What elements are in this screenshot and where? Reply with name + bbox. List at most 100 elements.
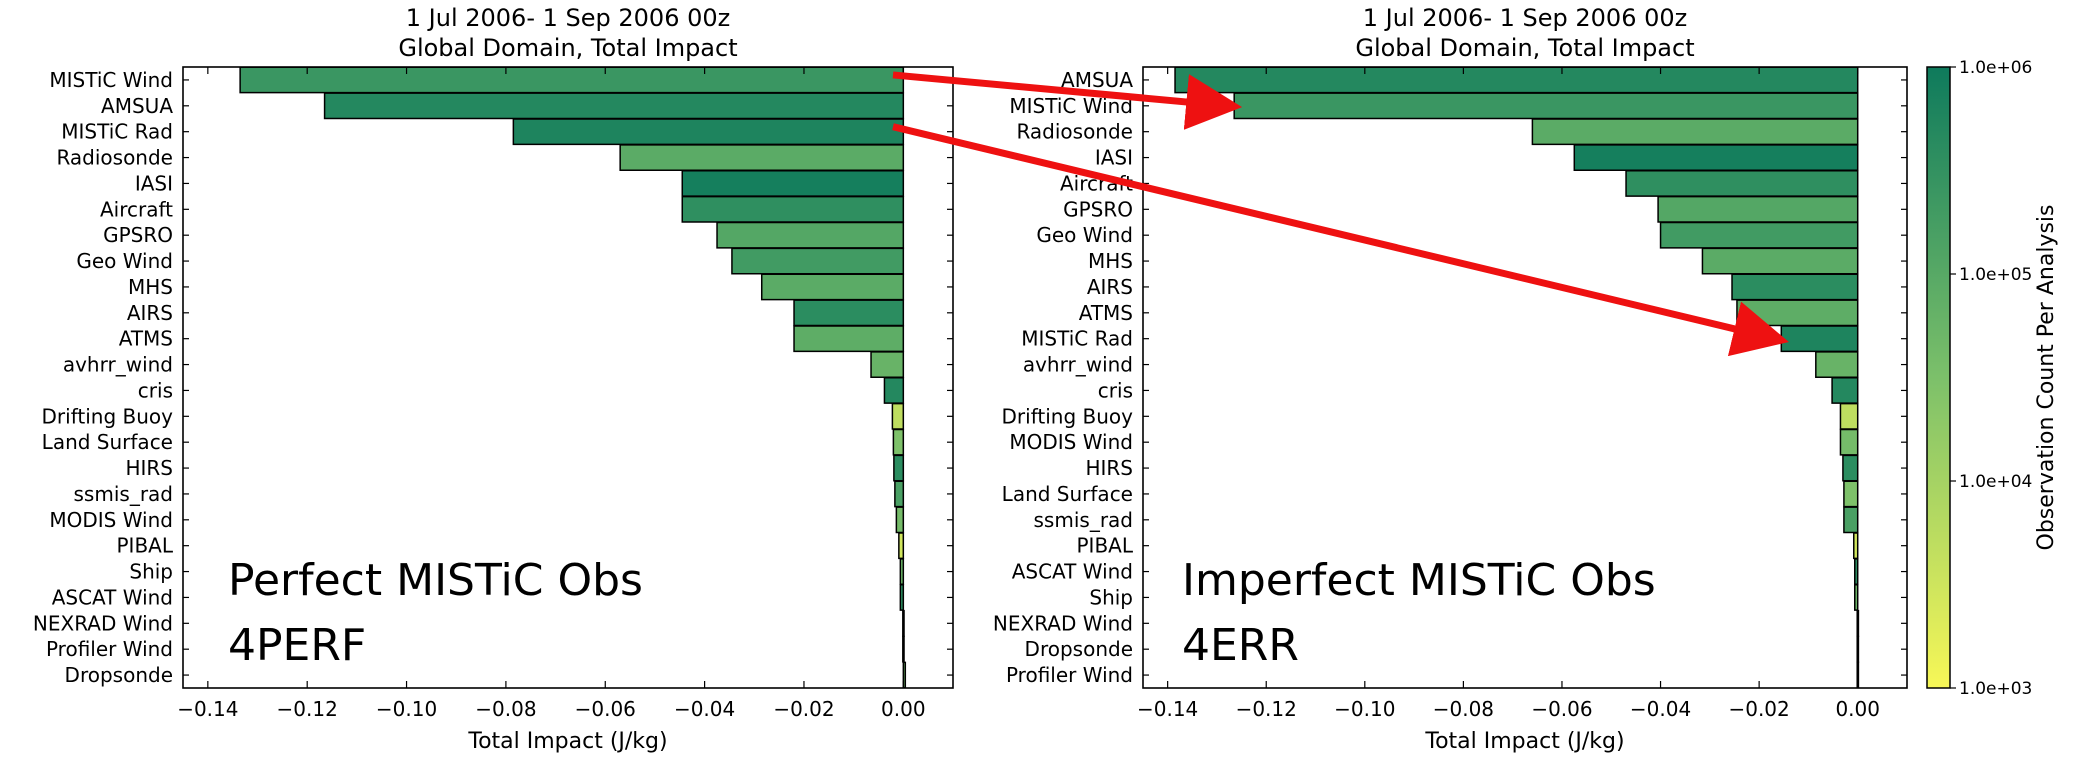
panel1-category-label: Land Surface [42, 430, 173, 454]
panel2-category-label: AMSUA [1061, 68, 1133, 92]
panel2-category-label: ssmis_rad [1034, 508, 1133, 532]
colorbar-tick-label: 1.0e+06 [1959, 58, 2032, 78]
panel1-bar [902, 635, 905, 663]
panel2-bar [1233, 92, 1859, 120]
panel2-bar [1842, 454, 1859, 482]
colorbar-tick-label: 1.0e+03 [1959, 679, 2032, 699]
panel2-category-label: NEXRAD Wind [993, 611, 1133, 635]
panel1-xtick-label: −0.12 [277, 697, 338, 721]
panel2-category-label: Land Surface [1002, 482, 1133, 506]
panel1-bar [512, 118, 905, 146]
panel1-xtick-label: −0.14 [177, 697, 238, 721]
panel1-bar [793, 299, 905, 327]
panel1-category-label: Geo Wind [76, 249, 173, 273]
panel1-category-label: MISTiC Wind [49, 68, 173, 92]
red-arrow [892, 71, 1243, 130]
panel1-category-label: Radiosonde [56, 146, 173, 170]
panel1-category-label: NEXRAD Wind [33, 611, 173, 635]
panel2-category-label: AIRS [1087, 275, 1133, 299]
panel1-category-label: AIRS [127, 301, 173, 325]
panel1-xlabel: Total Impact (J/kg) [467, 729, 667, 754]
panel1-bar [895, 506, 905, 534]
panel1-bar [891, 402, 905, 430]
red-arrow [892, 123, 1789, 357]
panel2-bar [1815, 351, 1859, 378]
panel2-xtick-label: −0.08 [1433, 697, 1494, 721]
panel2-bar [1843, 480, 1859, 508]
panel1-bar [899, 558, 905, 585]
panel2-annotation-line1: Imperfect MISTiC Obs [1182, 555, 1656, 606]
panel1-bar [731, 247, 905, 275]
panel1-category-label: MISTiC Rad [61, 120, 173, 144]
panel2-category-label: ASCAT Wind [1012, 560, 1133, 584]
panel1-category-label: Dropsonde [65, 663, 173, 687]
panel1-bar [883, 377, 905, 404]
panel2-xtick-label: −0.10 [1334, 697, 1395, 721]
panel1-bar [870, 351, 905, 378]
panel2-annotation-line2: 4ERR [1182, 620, 1299, 671]
panel2-xtick-label: −0.06 [1531, 697, 1592, 721]
colorbar-label: Observation Count Per Analysis [2034, 205, 2059, 551]
panel2-category-label: Radiosonde [1016, 120, 1133, 144]
colorbar-tick-label: 1.0e+05 [1959, 265, 2032, 285]
panel2-bar [1853, 532, 1859, 560]
panel1-xtick-label: −0.10 [376, 697, 437, 721]
panel1-bar [323, 92, 905, 120]
panel2-bar [1657, 195, 1859, 223]
panel1-category-label: Profiler Wind [46, 637, 173, 661]
panel2-bar [1854, 584, 1859, 611]
panel2-title-line2: Global Domain, Total Impact [1355, 34, 1694, 62]
panel1-category-label: Aircraft [100, 197, 173, 221]
panel1-category-label: PIBAL [116, 534, 173, 558]
panel2-bar [1856, 609, 1860, 637]
panel2-category-label: MODIS Wind [1009, 430, 1133, 454]
panel2-bar [1659, 221, 1859, 249]
panel1-category-label: GPSRO [103, 223, 173, 247]
panel1-category-label: ASCAT Wind [52, 585, 173, 609]
panel2-category-label: HIRS [1085, 456, 1133, 480]
panel2-bar [1854, 558, 1859, 585]
panel2-bar [1839, 428, 1859, 456]
panel1-bar [619, 144, 905, 171]
panel2-xtick-label: 0.00 [1835, 697, 1880, 721]
panel2-bar [1731, 273, 1859, 301]
panel2-bar [1174, 66, 1859, 94]
panel1-category-label: Ship [129, 560, 173, 584]
panel1-xtick-label: −0.04 [674, 697, 735, 721]
panel1-title-line2: Global Domain, Total Impact [398, 34, 737, 62]
panel2-category-label: Geo Wind [1036, 223, 1133, 247]
panel2-category-label: PIBAL [1076, 534, 1133, 558]
panel1-bar [892, 428, 905, 456]
panel2-bar [1780, 325, 1859, 353]
panel1-annotation-line1: Perfect MISTiC Obs [228, 555, 643, 606]
panel2-category-label: Profiler Wind [1006, 663, 1133, 687]
panel1-bar [793, 325, 905, 353]
panel1-category-label: MODIS Wind [49, 508, 173, 532]
panel1-annotation-line2: 4PERF [228, 620, 366, 671]
panel1-category-label: avhrr_wind [63, 353, 173, 377]
panel2-bar [1839, 402, 1859, 430]
panel2-category-label: IASI [1095, 146, 1133, 170]
panel1-xtick-label: −0.06 [575, 697, 636, 721]
panel1-bar [239, 66, 905, 94]
colorbar [1926, 66, 1951, 689]
panel1-bar [681, 170, 905, 197]
panel2-bar [1531, 118, 1859, 146]
panel1-category-label: AMSUA [101, 94, 173, 118]
panel2-xtick-label: −0.04 [1630, 697, 1691, 721]
panel2-bar [1701, 247, 1859, 275]
panel2-xtick-label: −0.02 [1728, 697, 1789, 721]
panel2-title-line1: 1 Jul 2006- 1 Sep 2006 00z [1363, 4, 1687, 32]
panel2-category-label: GPSRO [1063, 197, 1133, 221]
panel2-bar [1856, 635, 1860, 663]
panel1-category-label: ATMS [119, 327, 173, 351]
panel2-xtick-label: −0.12 [1236, 697, 1297, 721]
panel1-bar [716, 221, 905, 249]
colorbar-tick-label: 1.0e+04 [1959, 472, 2032, 492]
panel1-category-label: IASI [135, 171, 173, 195]
panel1-bar [894, 480, 905, 508]
panel2-category-label: MISTiC Rad [1021, 327, 1133, 351]
panel2-bar [1843, 506, 1859, 534]
panel2-category-label: MHS [1088, 249, 1133, 273]
